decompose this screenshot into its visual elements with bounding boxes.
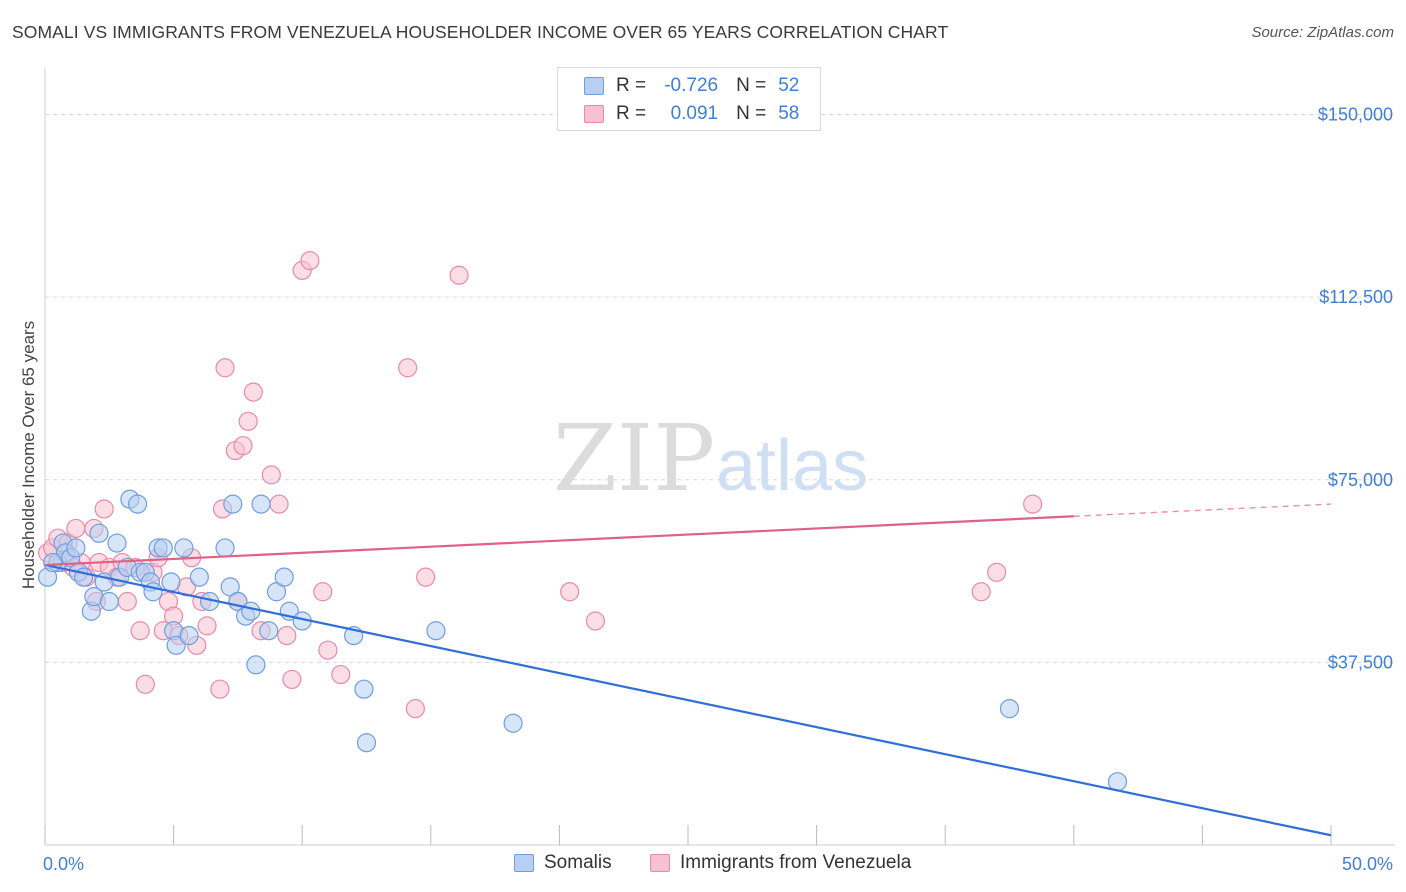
somalis-point	[223, 494, 243, 514]
legend-r-label: R =	[616, 75, 647, 96]
watermark-zip: ZIP	[553, 405, 715, 512]
venezuela-point	[449, 265, 469, 285]
legend-swatch-blue	[584, 77, 604, 95]
bottom-legend-venezuela: Immigrants from Venezuela	[650, 852, 911, 874]
venezuela-point	[313, 582, 333, 602]
venezuela-point	[94, 499, 114, 519]
y-axis-label: Householder Income Over 65 years	[19, 321, 38, 589]
somalis-point	[215, 538, 235, 558]
bottom-legend-swatch-pink	[650, 854, 670, 872]
somalis-point	[274, 567, 294, 587]
venezuela-point	[243, 382, 263, 402]
bottom-legend-somalis: Somalis	[514, 852, 612, 874]
venezuela-point	[269, 494, 289, 514]
somalis-point	[99, 591, 119, 612]
somalis-point	[153, 538, 173, 558]
somalis-point	[107, 533, 127, 553]
venezuela-point	[233, 436, 253, 456]
somalis-point	[426, 621, 446, 641]
somalis-point	[354, 679, 374, 699]
venezuela-point	[197, 616, 217, 636]
venezuela-point	[210, 679, 230, 699]
y-tick-label: $37,500	[1328, 652, 1393, 672]
venezuela-point	[560, 582, 580, 602]
bottom-legend-swatch-blue	[514, 854, 534, 872]
legend-n-label: N =	[736, 75, 767, 96]
somalis-point	[161, 572, 181, 592]
venezuela-trendline	[44, 515, 1074, 567]
legend-n-label: N =	[736, 103, 767, 124]
somalis-point	[166, 635, 186, 655]
venezuela-point	[331, 664, 351, 685]
venezuela-point	[318, 640, 338, 660]
somalis-point	[246, 655, 266, 675]
venezuela-point	[66, 518, 86, 539]
somalis-point	[259, 621, 279, 641]
somalis-point	[174, 538, 194, 558]
venezuela-point	[987, 562, 1007, 582]
bottom-legend: Somalis Immigrants from Venezuela	[0, 852, 1406, 878]
legend-r-value: 0.091	[670, 103, 719, 124]
y-tick-label: $75,000	[1328, 470, 1393, 490]
legend-r-label: R =	[616, 103, 647, 124]
legend-swatch-pink	[584, 105, 604, 123]
y-tick-label: $150,000	[1318, 105, 1393, 125]
venezuela-point	[971, 582, 991, 602]
y-tick-labels: $37,500 $75,000 $112,500 $150,000	[1318, 105, 1393, 673]
somalis-point	[189, 567, 209, 587]
bottom-legend-label: Immigrants from Venezuela	[680, 852, 912, 873]
venezuela-point	[585, 611, 606, 631]
somalis-point	[251, 494, 271, 514]
venezuela-point	[261, 465, 281, 485]
legend-row-somalis: R = -0.726 N = 52	[558, 73, 799, 99]
venezuela-point	[416, 567, 436, 587]
somalis-point	[503, 713, 523, 733]
chart-title: SOMALI VS IMMIGRANTS FROM VENEZUELA HOUS…	[12, 22, 949, 42]
venezuela-point	[398, 358, 418, 378]
x-tick-label: 0.0%	[43, 854, 84, 874]
source-label: Source: ZipAtlas.com	[1251, 24, 1394, 41]
legend-row-venezuela: R = 0.091 N = 58	[558, 101, 799, 127]
x-tick-label: 50.0%	[1342, 854, 1393, 874]
venezuela-point	[135, 674, 155, 694]
venezuela-point	[277, 625, 297, 646]
watermark: ZIP atlas	[553, 405, 868, 512]
venezuela-point	[238, 411, 258, 431]
venezuela-point	[300, 251, 320, 271]
somalis-point	[241, 601, 261, 621]
bottom-legend-label: Somalis	[544, 852, 612, 873]
legend-n-value: 52	[778, 75, 800, 96]
venezuela-point	[130, 621, 150, 641]
somalis-trendline	[44, 563, 1332, 837]
venezuela-point	[405, 699, 425, 719]
watermark-atlas: atlas	[716, 426, 868, 506]
series-venezuela-points	[37, 251, 1043, 719]
somalis-point	[999, 699, 1020, 719]
venezuela-point	[282, 669, 302, 690]
series-somalis-points	[37, 489, 1128, 792]
somalis-point	[127, 494, 148, 514]
venezuela-point	[1023, 494, 1043, 514]
x-tick-labels: 0.0% 50.0%	[43, 854, 1393, 874]
somalis-point	[89, 523, 109, 543]
trendlines	[44, 503, 1332, 837]
venezuela-point	[117, 591, 137, 612]
correlation-legend: R = -0.726 N = 52 R = 0.091 N = 58	[557, 67, 821, 131]
legend-n-value: 58	[778, 103, 800, 124]
legend-r-value: -0.726	[664, 75, 719, 96]
somalis-point	[66, 538, 86, 558]
y-tick-label: $112,500	[1319, 287, 1393, 307]
venezuela-point	[215, 358, 235, 378]
axes	[44, 68, 1395, 846]
somalis-point	[179, 625, 199, 646]
somalis-point	[356, 733, 377, 753]
venezuela-trendline-extension	[1073, 503, 1332, 517]
